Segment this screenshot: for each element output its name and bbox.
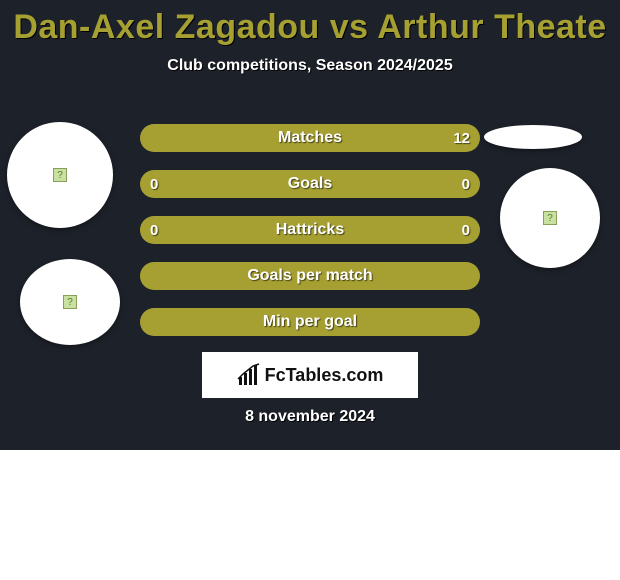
stat-right-value: 0 [462, 222, 470, 239]
brand-text: FcTables.com [265, 365, 384, 386]
stat-label: Goals [140, 175, 480, 193]
date-label: 8 november 2024 [0, 408, 620, 426]
brand-chart-icon [237, 363, 261, 387]
image-placeholder-icon: ? [543, 211, 557, 225]
image-placeholder-icon: ? [63, 295, 77, 309]
stat-label: Matches [140, 129, 480, 147]
player2-face-photo: ? [500, 168, 600, 268]
stat-row-matches: Matches 12 [140, 124, 480, 152]
stat-row-goals: 0 Goals 0 [140, 170, 480, 198]
stat-right-value: 12 [453, 130, 470, 147]
stat-label: Hattricks [140, 221, 480, 239]
player1-club-photo: ? [20, 259, 120, 345]
stat-label: Goals per match [140, 267, 480, 285]
image-placeholder-icon: ? [53, 168, 67, 182]
stat-row-min-per-goal: Min per goal [140, 308, 480, 336]
subtitle: Club competitions, Season 2024/2025 [0, 57, 620, 75]
comparison-card: Dan-Axel Zagadou vs Arthur Theate Club c… [0, 0, 620, 450]
stat-right-value: 0 [462, 176, 470, 193]
player2-ellipse-photo [484, 125, 582, 149]
stat-row-hattricks: 0 Hattricks 0 [140, 216, 480, 244]
brand-badge: FcTables.com [202, 352, 418, 398]
stats-table: Matches 12 0 Goals 0 0 Hattricks 0 Goals… [140, 124, 480, 354]
stat-row-goals-per-match: Goals per match [140, 262, 480, 290]
stat-label: Min per goal [140, 313, 480, 331]
page-title: Dan-Axel Zagadou vs Arthur Theate [0, 0, 620, 47]
player1-face-photo: ? [7, 122, 113, 228]
